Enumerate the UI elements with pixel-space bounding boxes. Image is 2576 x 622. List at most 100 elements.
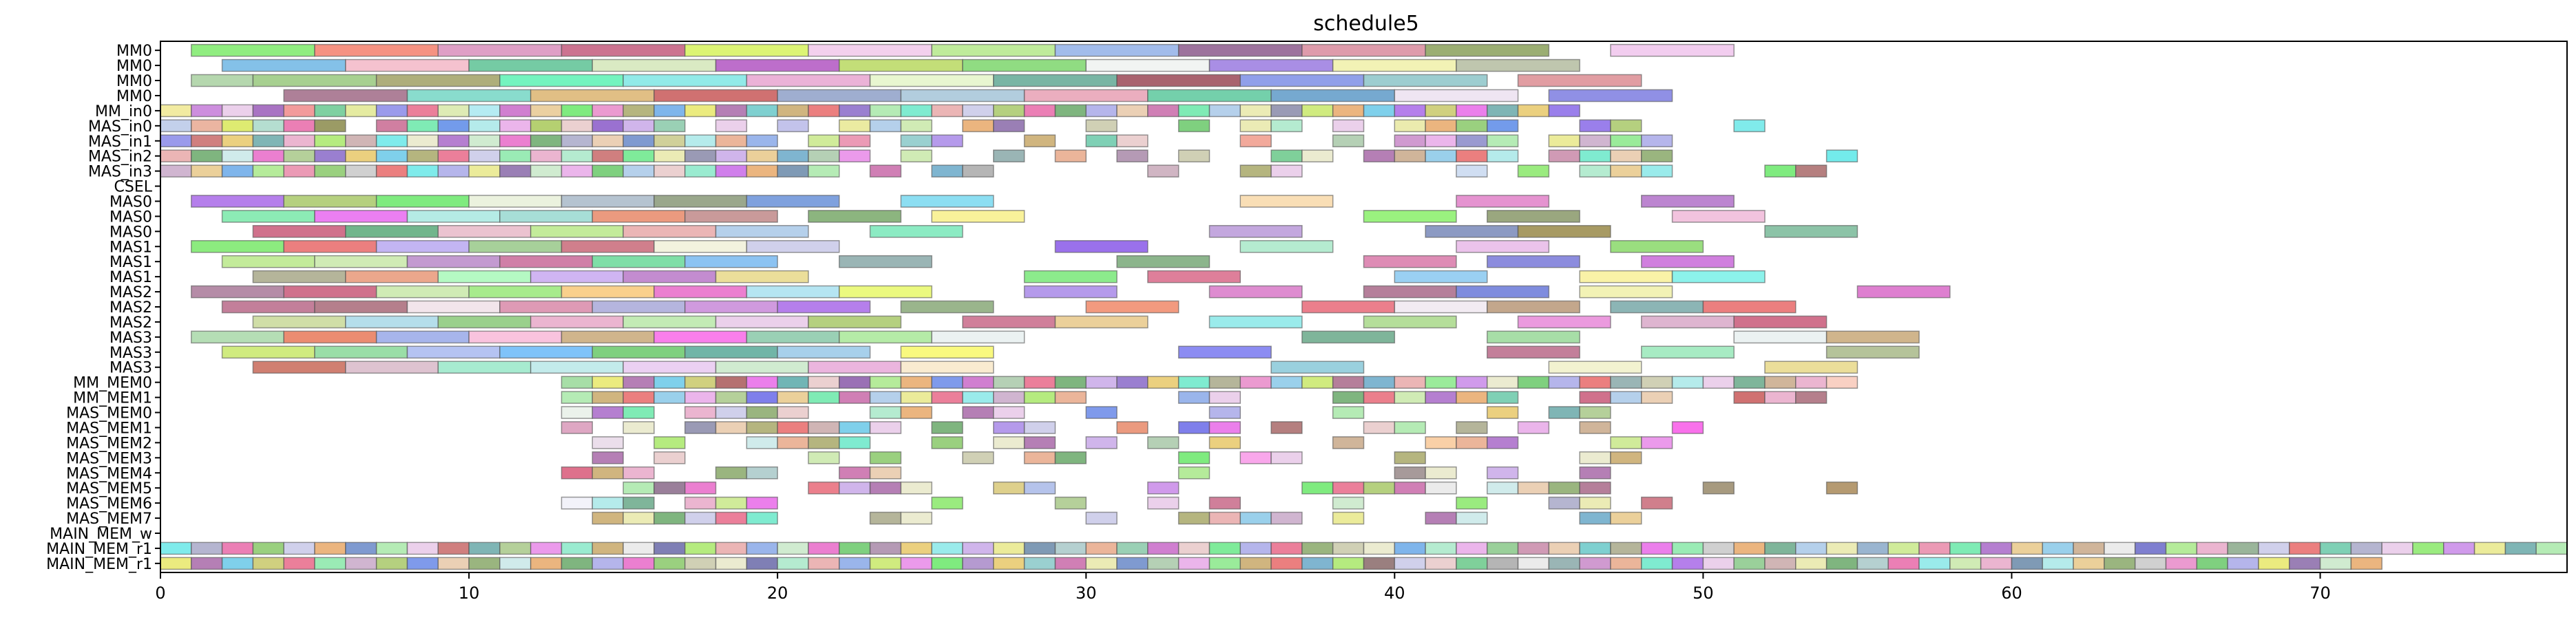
gantt-bar — [1054, 43, 1180, 57]
gantt-bar — [622, 511, 655, 525]
gantt-bar — [1177, 376, 1211, 389]
gantt-bar — [1456, 421, 1488, 434]
gantt-bar — [1363, 541, 1396, 555]
gantt-bar — [622, 376, 655, 389]
gantt-bar — [1270, 376, 1303, 389]
gantt-bar — [746, 406, 778, 419]
gantt-bar — [746, 496, 778, 510]
gantt-bar — [1085, 436, 1118, 449]
gantt-bar — [1394, 89, 1519, 103]
gantt-bar — [1085, 406, 1118, 419]
gantt-bar — [962, 164, 994, 178]
gantt-bar — [283, 239, 377, 253]
gantt-bar — [1456, 391, 1488, 404]
gantt-bar — [1301, 541, 1334, 555]
gantt-bar — [653, 149, 686, 162]
gantt-bar — [1332, 511, 1365, 525]
gantt-bar — [252, 119, 284, 133]
gantt-bar — [1548, 376, 1580, 389]
gantt-bar — [221, 104, 254, 118]
gantt-bar — [777, 557, 809, 570]
gantt-bar — [684, 104, 717, 118]
gantt-bar — [345, 134, 377, 148]
x-axis: 0 10 20 30 40 50 60 70 — [155, 572, 2331, 603]
gantt-bar — [160, 104, 192, 118]
gantt-bar — [345, 541, 377, 555]
gantt-bar — [1363, 421, 1396, 434]
gantt-bar — [1764, 225, 1858, 238]
gantt-bar — [499, 134, 532, 148]
gantt-bar — [746, 330, 840, 344]
gantt-bar — [684, 541, 717, 555]
gantt-bar — [1270, 89, 1396, 103]
gantt-bar — [746, 74, 871, 87]
gantt-bar — [1394, 119, 1426, 133]
gantt-bar — [1023, 451, 1056, 464]
gantt-bar — [746, 149, 778, 162]
gantt-bar — [499, 119, 532, 133]
gantt-bar — [962, 58, 1087, 72]
gantt-bar — [252, 315, 346, 329]
gantt-bar — [1641, 164, 1673, 178]
gantt-bar — [1641, 557, 1673, 570]
gantt-bar — [1425, 557, 1457, 570]
gantt-bar — [468, 58, 594, 72]
gantt-bar — [900, 134, 932, 148]
gantt-bar — [900, 541, 932, 555]
gantt-bar — [499, 300, 594, 314]
gantt-bar — [1301, 104, 1334, 118]
gantt-bar — [2042, 557, 2074, 570]
gantt-bar — [591, 406, 624, 419]
gantt-bar — [1332, 541, 1365, 555]
chart-title: schedule5 — [1313, 12, 1419, 36]
gantt-bar — [808, 210, 902, 223]
gantt-bar — [931, 134, 963, 148]
gantt-bar — [283, 164, 315, 178]
gantt-bar — [1579, 421, 1611, 434]
gantt-bar — [375, 557, 408, 570]
gantt-bar — [1641, 134, 1673, 148]
gantt-bar — [1486, 481, 1519, 495]
gantt-bar — [499, 104, 532, 118]
gantt-bar — [314, 557, 346, 570]
gantt-bar — [2042, 541, 2074, 555]
gantt-bar — [1610, 511, 1642, 525]
gantt-bar — [715, 557, 748, 570]
gantt-bar — [1147, 270, 1242, 283]
x-tick-label: 0 — [155, 583, 165, 603]
gantt-bar — [406, 541, 439, 555]
gantt-bar — [1394, 149, 1426, 162]
gantt-bar — [808, 421, 840, 434]
gantt-bar — [1023, 104, 1056, 118]
gantt-bar — [2196, 541, 2228, 555]
gantt-bar — [1332, 496, 1365, 510]
gantt-bar — [622, 119, 655, 133]
gantt-bar — [715, 541, 748, 555]
gantt-bar — [437, 225, 532, 238]
gantt-bar — [406, 345, 501, 359]
gantt-bar — [1579, 270, 1673, 283]
y-tick-label: MAS_in0 — [88, 118, 152, 136]
gantt-bar — [1208, 391, 1242, 404]
gantt-bar — [160, 541, 192, 555]
gantt-bar — [839, 541, 871, 555]
gantt-bar — [839, 104, 871, 118]
gantt-bar — [221, 345, 315, 359]
gantt-bar — [1147, 481, 1180, 495]
gantt-bar — [839, 466, 871, 480]
gantt-bar — [1085, 58, 1211, 72]
y-tick-label: MAIN_MEM_r1 — [46, 541, 152, 558]
gantt-bar — [1363, 285, 1457, 299]
gantt-bar — [530, 225, 624, 238]
gantt-bar — [993, 421, 1025, 434]
gantt-bar — [468, 104, 501, 118]
gantt-bar — [2319, 557, 2352, 570]
gantt-bar — [1023, 270, 1118, 283]
gantt-bar — [1239, 119, 1272, 133]
gantt-bar — [715, 270, 809, 283]
y-tick-label: CSEL — [114, 179, 153, 196]
gantt-bar — [1517, 557, 1550, 570]
gantt-bar — [2258, 541, 2290, 555]
gantt-bar — [622, 270, 717, 283]
y-tick-label: MAS_MEM6 — [66, 495, 152, 513]
